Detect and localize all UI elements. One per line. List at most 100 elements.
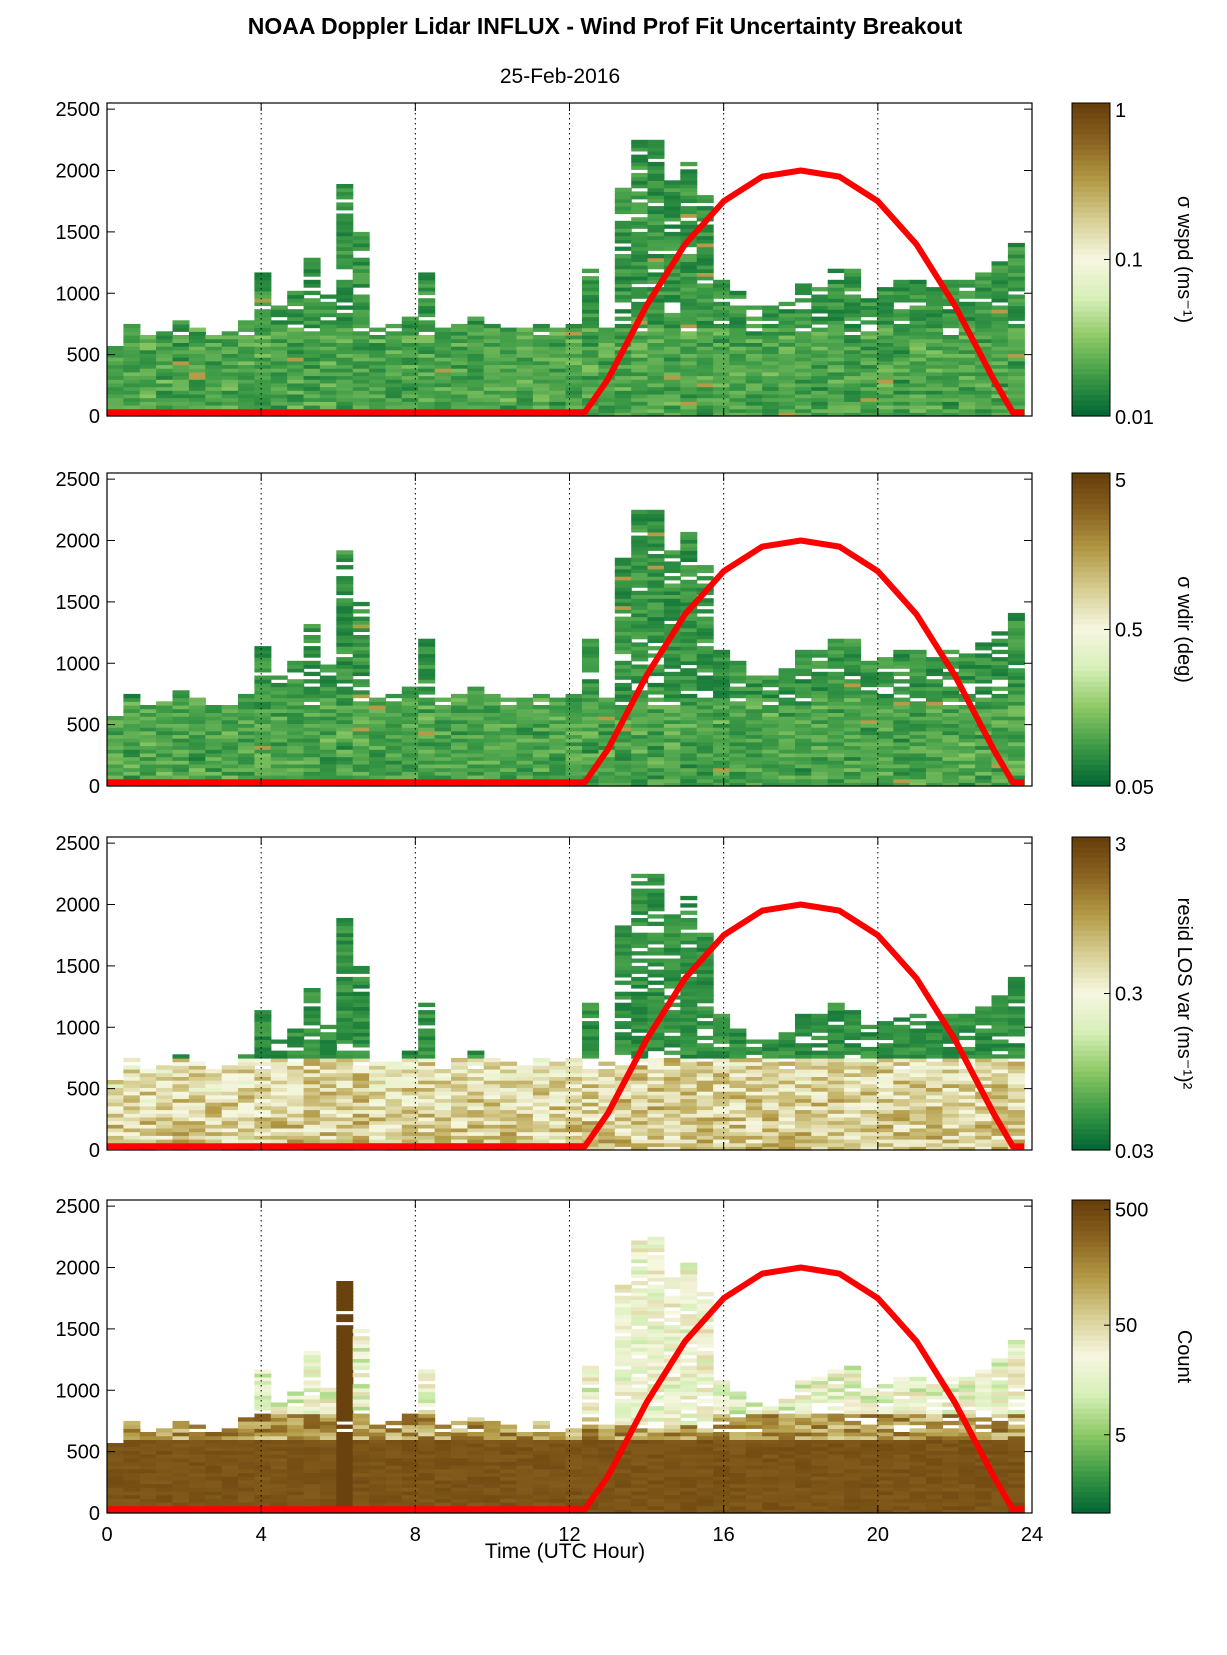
heatmap-cell [647, 408, 665, 413]
heatmap-cell [238, 1105, 255, 1111]
heatmap-cell [647, 771, 665, 776]
heatmap-cell [172, 360, 190, 366]
heatmap-cell [1007, 353, 1025, 358]
heatmap-cell [254, 360, 272, 366]
heatmap-cell [582, 342, 599, 347]
heatmap-cell [860, 690, 878, 695]
heatmap-cell [401, 712, 419, 717]
heatmap-cell [991, 353, 1009, 358]
heatmap-cell [352, 320, 370, 325]
heatmap-cell [614, 708, 632, 713]
heatmap-cell [647, 165, 665, 170]
heatmap-cell [532, 379, 550, 384]
heatmap-cell [778, 408, 796, 413]
heatmap-cell [1007, 719, 1025, 724]
heatmap-cell [795, 682, 812, 688]
colorbar-step [1072, 561, 1110, 568]
heatmap-cell [385, 335, 403, 340]
heatmap-cell [860, 701, 878, 706]
heatmap-cell [500, 379, 518, 384]
heatmap-cell [107, 763, 124, 769]
heatmap-cell [893, 323, 911, 329]
heatmap-cell [270, 1065, 288, 1070]
heatmap-cell [319, 393, 337, 399]
heatmap-cell [582, 1032, 599, 1037]
heatmap-cell [614, 298, 632, 303]
heatmap-cell [254, 1054, 272, 1059]
heatmap-cell [336, 965, 354, 971]
heatmap-cell [287, 697, 305, 702]
heatmap-cell [975, 653, 993, 658]
heatmap-cell [401, 342, 419, 347]
heatmap-cell [1007, 287, 1025, 292]
heatmap-cell [336, 1061, 354, 1066]
heatmap-cell [991, 364, 1009, 369]
heatmap-cell [663, 386, 681, 391]
heatmap-cell [156, 1083, 174, 1088]
heatmap-cell [680, 184, 698, 189]
heatmap-cell [762, 778, 780, 783]
heatmap-cell [516, 1109, 534, 1114]
heatmap-cell [598, 1076, 616, 1081]
heatmap-cell [303, 1091, 321, 1096]
heatmap-cell [713, 730, 731, 736]
heatmap-cell [418, 379, 436, 384]
heatmap-cell [565, 730, 583, 736]
heatmap-cell [647, 331, 665, 336]
heatmap-cell [500, 1113, 518, 1118]
heatmap-cell [221, 1087, 239, 1092]
heatmap-cell [795, 368, 812, 373]
heatmap-cell [582, 763, 599, 769]
colorbar-step [1072, 405, 1110, 412]
heatmap-cell [745, 763, 763, 769]
heatmap-cell [336, 719, 354, 724]
heatmap-cell [975, 382, 993, 388]
heatmap-cell [926, 379, 943, 384]
heatmap-cell [467, 327, 485, 332]
heatmap-cell [614, 1142, 632, 1147]
heatmap-cell [123, 767, 141, 772]
heatmap-cell [188, 338, 206, 343]
heatmap-cell [631, 572, 649, 577]
heatmap-cell [893, 697, 911, 702]
heatmap-cell [483, 360, 501, 366]
heatmap-cell [795, 657, 812, 662]
heatmap-cell [942, 401, 960, 406]
heatmap-cell [467, 1120, 485, 1125]
heatmap-cell [270, 1098, 288, 1103]
heatmap-cell [795, 323, 812, 329]
colorbar-step [1072, 322, 1110, 328]
heatmap-cell [549, 741, 567, 747]
heatmap-cell [287, 1087, 305, 1092]
heatmap-cell [336, 686, 354, 691]
heatmap-cell [254, 379, 272, 384]
heatmap-cell [713, 353, 731, 358]
heatmap-cell [991, 697, 1009, 702]
heatmap-cell [107, 760, 124, 765]
heatmap-cell [254, 283, 272, 288]
heatmap-cell [483, 338, 501, 343]
heatmap-cell [663, 184, 681, 189]
heatmap-cell [958, 412, 976, 417]
heatmap-cell [139, 379, 157, 384]
heatmap-cell [631, 375, 649, 380]
heatmap-cell [107, 752, 124, 758]
heatmap-cell [631, 697, 649, 702]
heatmap-cell [614, 734, 632, 739]
heatmap-cell [827, 294, 845, 299]
heatmap-cell [287, 364, 305, 369]
heatmap-cell [860, 349, 878, 354]
heatmap-cell [811, 401, 829, 406]
heatmap-cell [287, 342, 305, 347]
heatmap-cell [352, 246, 370, 251]
heatmap-cell [778, 364, 796, 369]
heatmap-cell [598, 368, 616, 373]
heatmap-cell [991, 331, 1009, 336]
heatmap-cell [582, 760, 599, 765]
heatmap-cell [860, 697, 878, 702]
heatmap-cell [598, 1091, 616, 1096]
heatmap-cell [680, 401, 698, 406]
heatmap-cell [287, 290, 305, 296]
heatmap-cell [680, 231, 698, 237]
heatmap-cell [647, 279, 665, 285]
